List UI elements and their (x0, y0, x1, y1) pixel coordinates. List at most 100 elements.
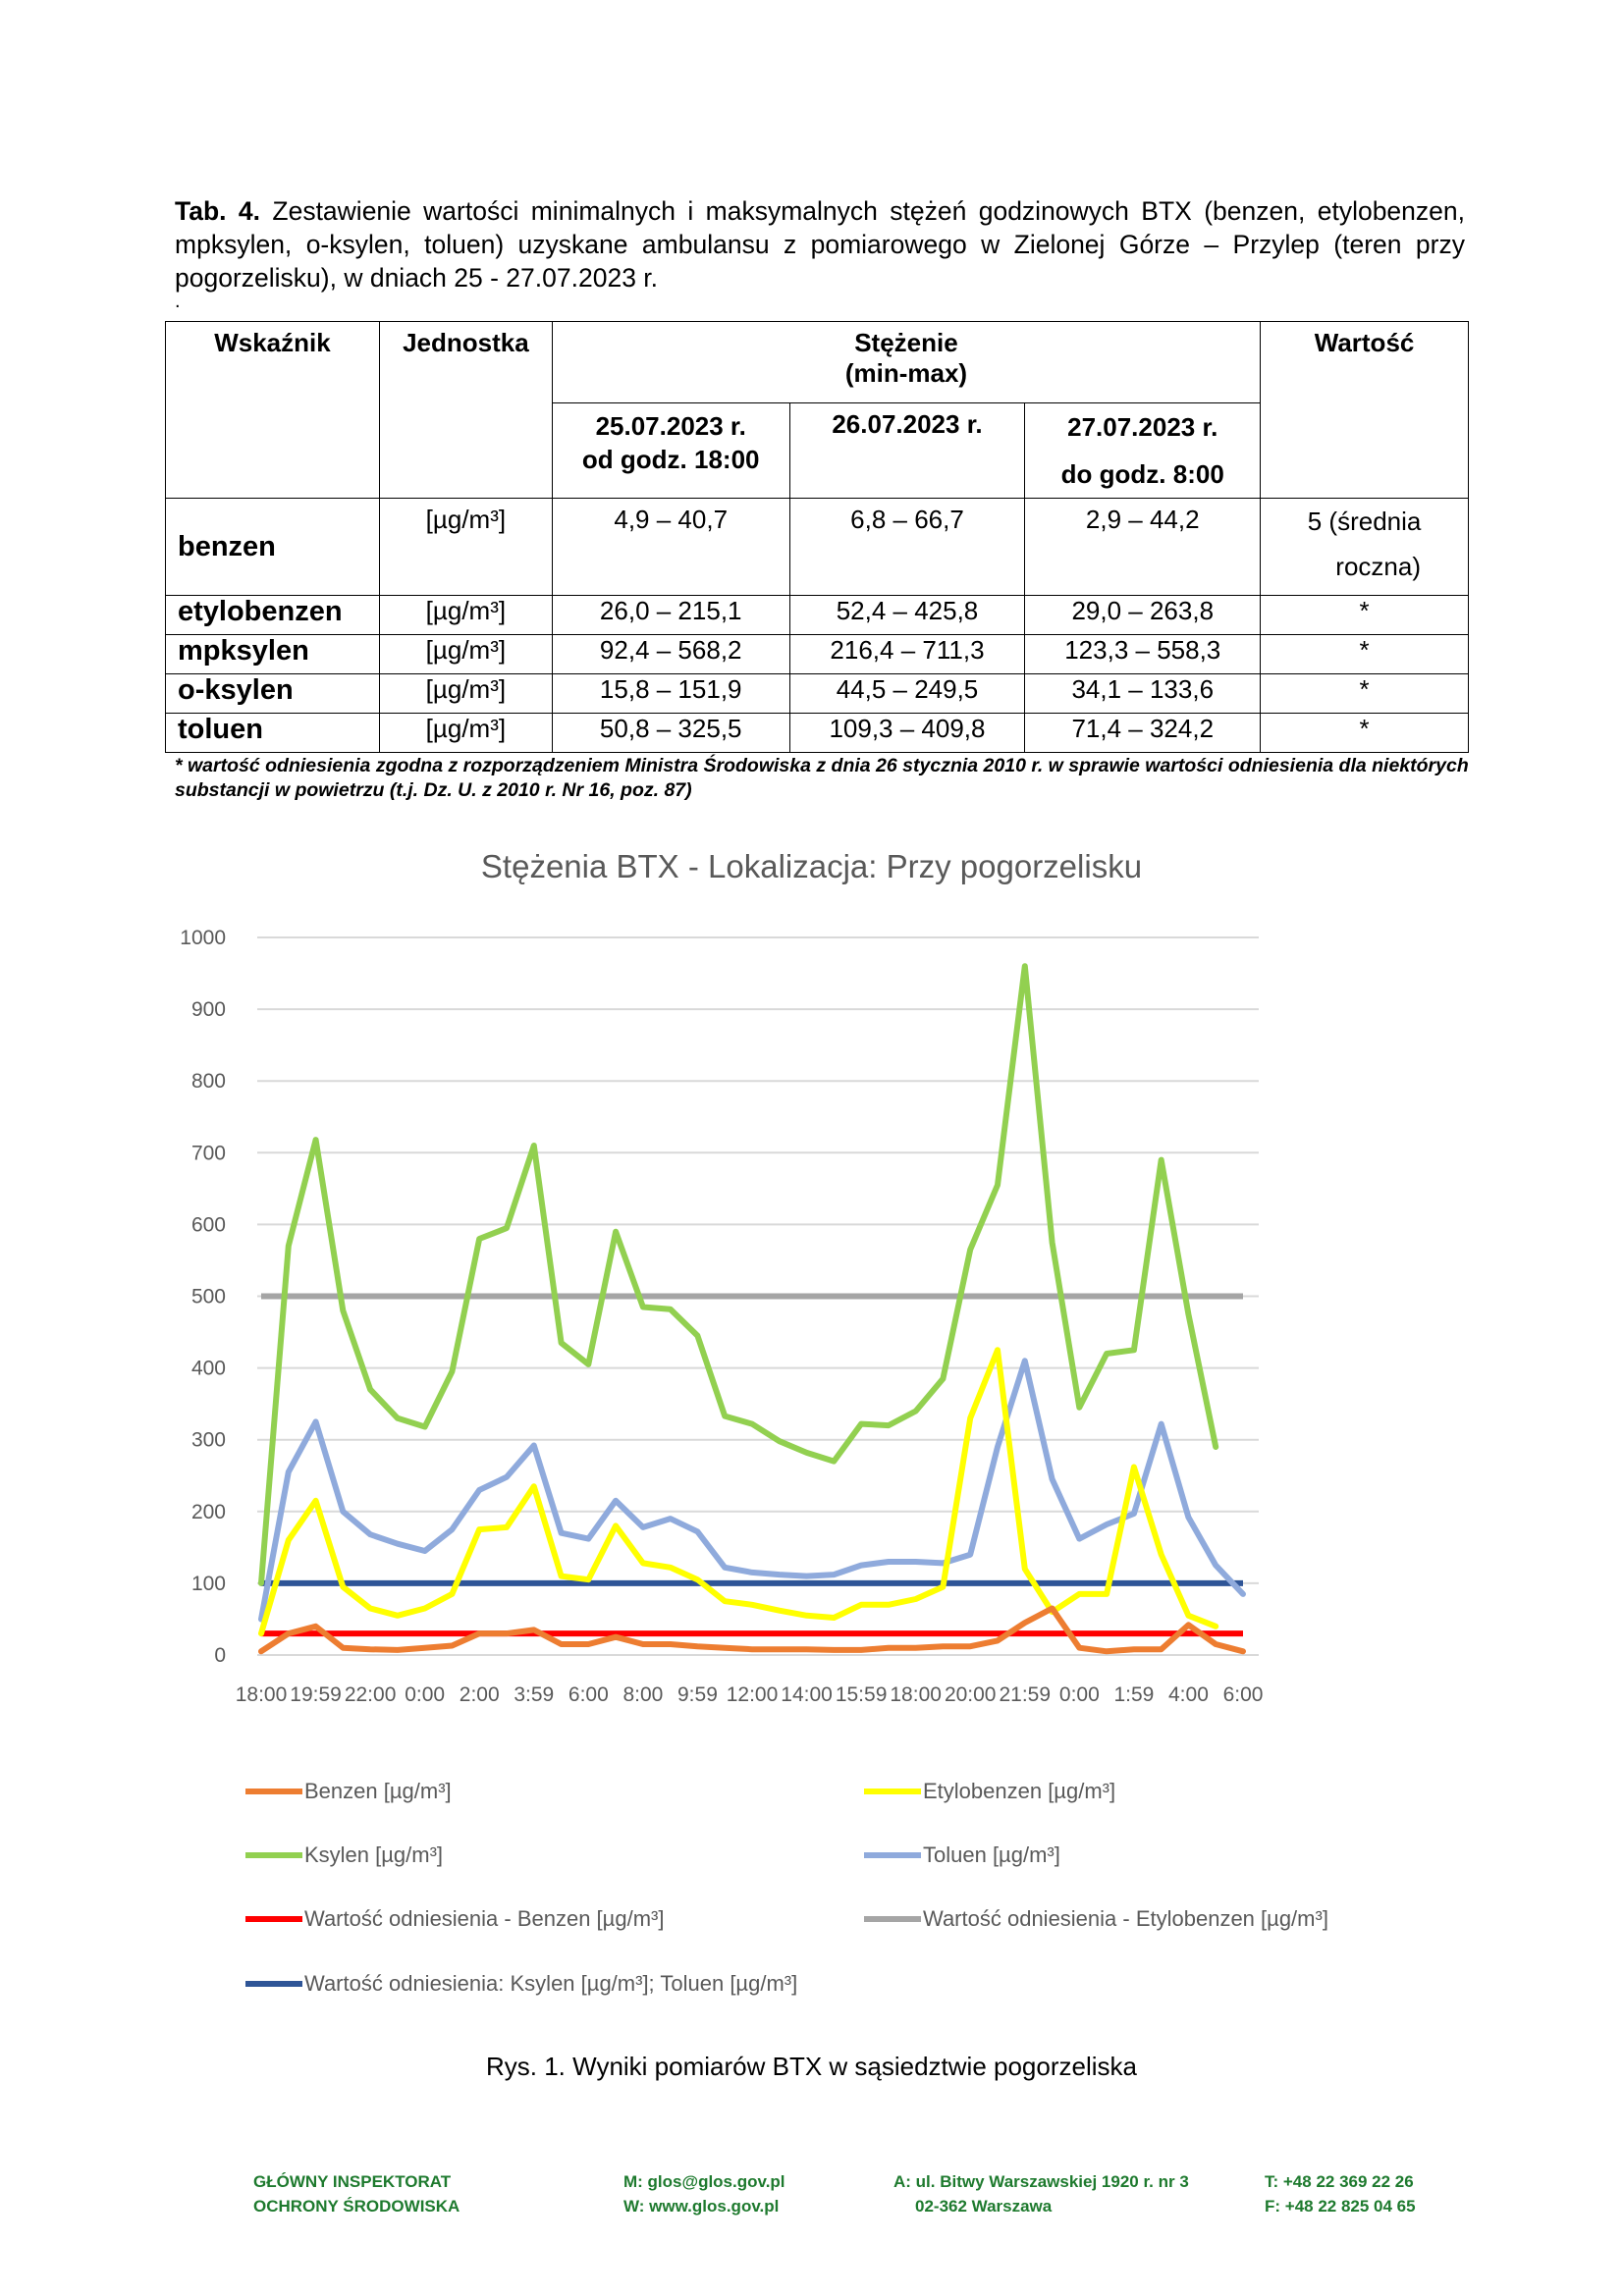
footer-org: GŁÓWNY INSPEKTORAT OCHRONY ŚRODOWISKA (253, 2169, 460, 2218)
row-value: * (1260, 595, 1469, 635)
x-tick-label: 4:00 (1168, 1683, 1209, 1706)
series-line (258, 963, 1219, 1586)
footer-address-line2: 02-362 Warszawa (915, 2197, 1053, 2216)
table-caption: Tab. 4. Zestawienie wartości minimalnych… (175, 194, 1465, 294)
y-tick-label: 300 (191, 1429, 226, 1452)
table-row: benzen [µg/m³] 4,9 – 40,7 6,8 – 66,7 2,9… (165, 498, 1469, 596)
row-day1: 15,8 – 151,9 (551, 673, 790, 714)
row-day2: 6,8 – 66,7 (788, 498, 1026, 596)
row-name: o-ksylen (165, 673, 380, 714)
header-day1-line1: 25.07.2023 r. (595, 411, 746, 441)
row-value: * (1260, 713, 1469, 753)
x-tick-label: 14:00 (781, 1683, 833, 1706)
row-unit: [µg/m³] (378, 595, 553, 635)
header-day1-line2: od godz. 18:00 (581, 445, 760, 474)
table-row: toluen [µg/m³] 50,8 – 325,5 109,3 – 409,… (165, 713, 1469, 753)
row-value: * (1260, 634, 1469, 674)
x-tick-label: 21:59 (999, 1683, 1051, 1706)
x-tick-label: 15:59 (836, 1683, 888, 1706)
figure-caption: Rys. 1. Wyniki pomiarów BTX w sąsiedztwi… (486, 2052, 1137, 2081)
row-value: 5 (średnia roczna) (1260, 498, 1469, 596)
y-tick-label: 200 (191, 1501, 226, 1523)
x-tick-label: 18:00 (236, 1683, 288, 1706)
table-caption-text: Zestawienie wartości minimalnych i maksy… (175, 196, 1465, 293)
footer-email[interactable]: M: glos@glos.gov.pl (623, 2172, 785, 2191)
row-day3: 71,4 – 324,2 (1024, 713, 1262, 753)
legend-label: Etylobenzen [µg/m³] (923, 1779, 1115, 1803)
table-row: etylobenzen [µg/m³] 26,0 – 215,1 52,4 – … (165, 595, 1469, 635)
table-caption-label: Tab. 4. (175, 196, 260, 226)
footer-address-line1: A: ul. Bitwy Warszawskiej 1920 r. nr 3 (893, 2172, 1189, 2191)
footer-address: A: ul. Bitwy Warszawskiej 1920 r. nr 3 0… (893, 2169, 1189, 2218)
row-day1: 26,0 – 215,1 (551, 595, 790, 635)
header-indicator: Wskaźnik (165, 321, 380, 499)
stray-dot: . (175, 291, 181, 312)
x-tick-label: 8:00 (622, 1683, 663, 1706)
header-day3-line2: do godz. 8:00 (1060, 459, 1224, 489)
y-tick-label: 800 (191, 1070, 226, 1093)
btx-table: Wskaźnik Jednostka Stężenie (min-max) Wa… (165, 321, 1469, 753)
row-day1: 4,9 – 40,7 (551, 498, 790, 596)
y-tick-label: 700 (191, 1142, 226, 1164)
legend-label: Toluen [µg/m³] (923, 1842, 1060, 1867)
row-day2: 216,4 – 711,3 (788, 634, 1026, 674)
header-day1: 25.07.2023 r. od godz. 18:00 (551, 402, 790, 499)
x-tick-label: 20:00 (945, 1683, 997, 1706)
x-tick-label: 6:00 (568, 1683, 609, 1706)
header-day3: 27.07.2023 r. do godz. 8:00 (1024, 402, 1262, 499)
y-tick-label: 500 (191, 1286, 226, 1308)
row-unit: [µg/m³] (378, 673, 553, 714)
legend-label: Benzen [µg/m³] (304, 1779, 452, 1803)
x-tick-label: 2:00 (460, 1683, 500, 1706)
row-value-line2: roczna) (1335, 552, 1421, 581)
header-concentration-line2: (min-max) (844, 358, 968, 388)
x-tick-label: 22:00 (345, 1683, 397, 1706)
footer-org-line2: OCHRONY ŚRODOWISKA (253, 2197, 460, 2216)
row-name: mpksylen (165, 634, 380, 674)
footer-phone: T: +48 22 369 22 26 F: +48 22 825 04 65 (1265, 2169, 1416, 2218)
footnote: * wartość odniesienia zgodna z rozporząd… (175, 755, 1469, 801)
y-tick-label: 600 (191, 1213, 226, 1236)
y-tick-label: 0 (214, 1644, 226, 1667)
row-value: * (1260, 673, 1469, 714)
row-day2: 109,3 – 409,8 (788, 713, 1026, 753)
legend-label: Wartość odniesienia - Etylobenzen [µg/m³… (923, 1906, 1328, 1931)
y-tick-label: 1000 (180, 927, 226, 949)
header-day3-line1: 27.07.2023 r. (1067, 412, 1218, 442)
legend-label: Ksylen [µg/m³] (304, 1842, 443, 1867)
row-day1: 92,4 – 568,2 (551, 634, 790, 674)
row-day1: 50,8 – 325,5 (551, 713, 790, 753)
series-line (258, 1605, 1246, 1655)
row-name: benzen (165, 498, 380, 596)
footer-fax-number: F: +48 22 825 04 65 (1265, 2197, 1416, 2216)
x-tick-label: 3:59 (514, 1683, 554, 1706)
series-line (258, 1358, 1246, 1623)
x-tick-label: 18:00 (890, 1683, 942, 1706)
row-day3: 29,0 – 263,8 (1024, 595, 1262, 635)
row-unit: [µg/m³] (378, 498, 553, 596)
x-tick-label: 0:00 (405, 1683, 445, 1706)
footer-web[interactable]: W: www.glos.gov.pl (623, 2197, 780, 2216)
y-tick-label: 400 (191, 1358, 226, 1380)
y-tick-label: 100 (191, 1573, 226, 1595)
x-tick-label: 6:00 (1223, 1683, 1264, 1706)
legend-label: Wartość odniesienia: Ksylen [µg/m³]; Tol… (304, 1971, 797, 1996)
legend-label: Wartość odniesienia - Benzen [µg/m³] (304, 1906, 664, 1931)
x-tick-label: 9:59 (677, 1683, 718, 1706)
row-day2: 44,5 – 249,5 (788, 673, 1026, 714)
table-header-row: Wskaźnik Jednostka Stężenie (min-max) Wa… (165, 321, 1469, 499)
table-row: o-ksylen [µg/m³] 15,8 – 151,9 44,5 – 249… (165, 673, 1469, 714)
x-tick-label: 0:00 (1059, 1683, 1100, 1706)
row-day3: 123,3 – 558,3 (1024, 634, 1262, 674)
series-line (258, 1347, 1219, 1637)
row-unit: [µg/m³] (378, 713, 553, 753)
chart-title: Stężenia BTX - Lokalizacja: Przy pogorze… (480, 848, 1143, 884)
header-concentration-line1: Stężenie (854, 328, 958, 357)
footer-phone-number: T: +48 22 369 22 26 (1265, 2172, 1414, 2191)
row-value-line1: 5 (średnia (1307, 507, 1422, 536)
x-tick-label: 1:59 (1113, 1683, 1154, 1706)
x-tick-label: 19:59 (290, 1683, 342, 1706)
x-tick-label: 12:00 (727, 1683, 779, 1706)
header-concentration: Stężenie (min-max) (551, 321, 1262, 403)
